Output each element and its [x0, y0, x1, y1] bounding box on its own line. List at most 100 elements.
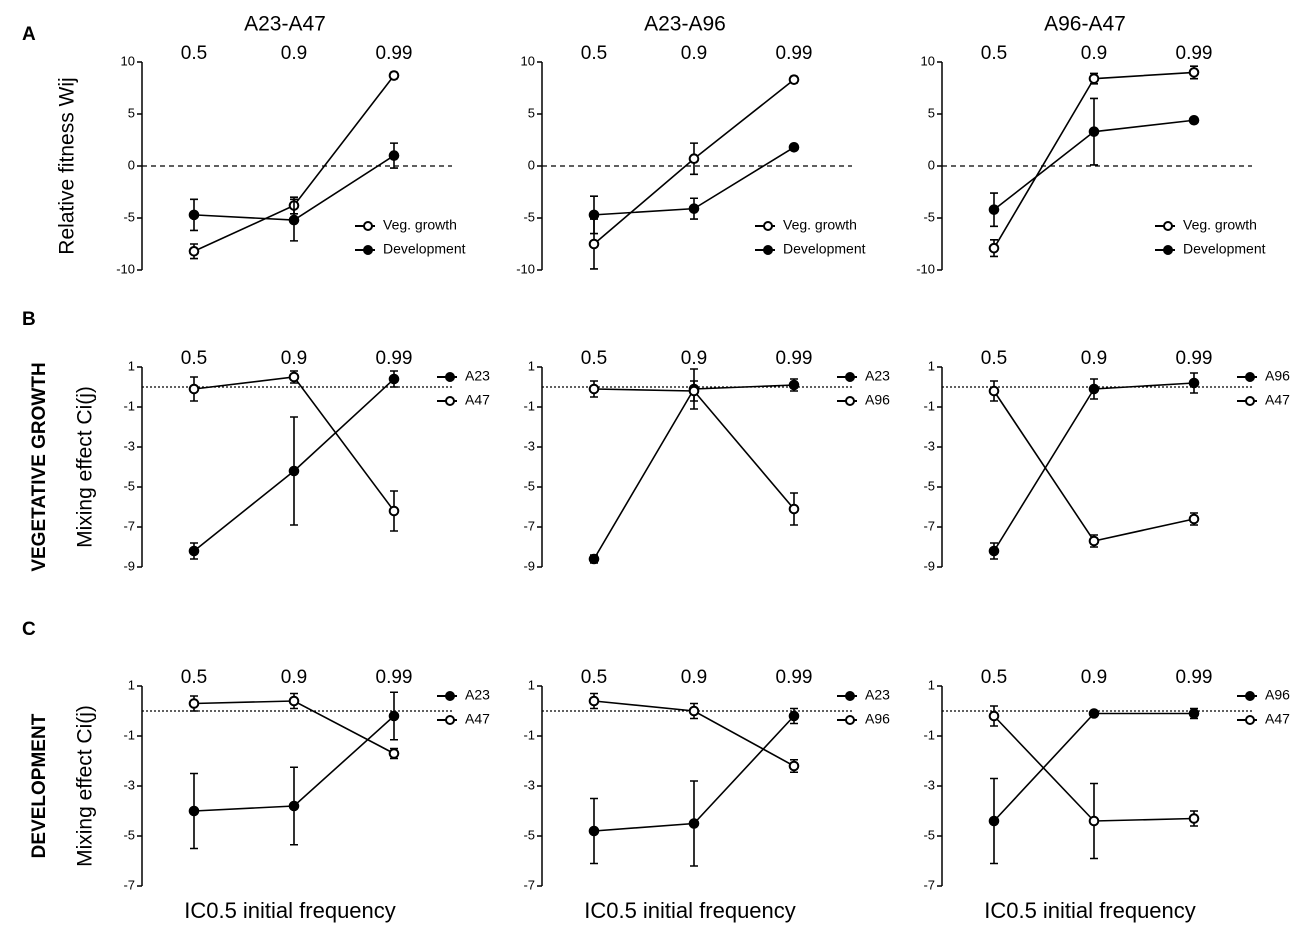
data-point: [188, 545, 200, 557]
x-tick-label: 0.5: [181, 348, 207, 369]
y-tick-label: -7: [123, 518, 135, 533]
y-tick-label: -9: [923, 558, 935, 573]
data-point: [388, 505, 400, 517]
y-tick-label: -3: [123, 438, 135, 453]
legend-marker: [363, 245, 373, 255]
data-point: [188, 209, 200, 221]
row-section-label: DEVELOPMENT: [29, 713, 50, 858]
legend-label: Veg. growth: [1183, 217, 1257, 233]
data-point: [688, 203, 700, 214]
data-point: [188, 383, 200, 395]
y-tick-label: -9: [523, 558, 535, 573]
x-tick-label: 0.5: [581, 43, 607, 64]
legend-marker: [1245, 396, 1255, 406]
y-tick-label: 10: [121, 53, 135, 68]
y-axis-label: Mixing effect Ci(j): [74, 705, 97, 867]
data-point: [788, 710, 800, 722]
y-tick-label: 0: [128, 157, 135, 172]
legend-label: A23: [465, 687, 490, 703]
data-point: [588, 238, 600, 250]
data-point: [788, 503, 800, 515]
y-tick-label: 5: [928, 105, 935, 120]
data-point: [1188, 513, 1200, 525]
legend-marker: [363, 221, 373, 231]
x-tick-label: 0.5: [181, 43, 207, 64]
y-tick-label: -5: [523, 827, 535, 842]
chart-title: A23-A47: [244, 13, 326, 36]
x-tick-label: 0.99: [376, 667, 413, 688]
y-tick-label: -5: [923, 827, 935, 842]
y-tick-label: -1: [923, 398, 935, 413]
legend-label: A23: [465, 368, 490, 384]
y-tick-label: 1: [928, 358, 935, 373]
y-tick-label: 1: [528, 677, 535, 692]
y-tick-label: -5: [523, 209, 535, 224]
data-point: [988, 385, 1000, 397]
x-tick-label: 0.9: [281, 667, 307, 688]
legend-marker: [445, 372, 455, 382]
data-point: [288, 465, 300, 477]
y-tick-label: -5: [123, 827, 135, 842]
x-tick-label: 0.99: [376, 43, 413, 64]
data-point: [288, 214, 300, 226]
y-tick-label: 1: [128, 358, 135, 373]
y-tick-label: -1: [523, 398, 535, 413]
y-tick-label: -1: [523, 727, 535, 742]
x-tick-label: 0.5: [981, 667, 1007, 688]
legend-label: A96: [1265, 687, 1290, 703]
data-point: [388, 70, 400, 81]
data-point: [788, 760, 800, 772]
legend-label: Development: [383, 241, 466, 257]
legend-marker: [763, 245, 773, 255]
data-point: [1088, 126, 1100, 137]
row-section-label: VEGETATIVE GROWTH: [29, 362, 50, 571]
legend-marker: [1245, 372, 1255, 382]
chart-title: A23-A96: [644, 13, 726, 36]
x-tick-label: 0.99: [776, 43, 813, 64]
x-tick-label: 0.5: [581, 667, 607, 688]
data-point: [288, 800, 300, 812]
data-point: [988, 242, 1000, 254]
legend-label: Veg. growth: [383, 217, 457, 233]
data-point: [1088, 708, 1100, 719]
y-tick-label: 10: [521, 53, 535, 68]
data-point: [588, 553, 600, 565]
data-point: [388, 150, 400, 161]
y-tick-label: 10: [921, 53, 935, 68]
data-point: [188, 245, 200, 257]
data-point: [388, 373, 400, 385]
legend-marker: [445, 691, 455, 701]
y-tick-label: 0: [528, 157, 535, 172]
legend-label: A47: [465, 711, 490, 727]
x-tick-label: 0.9: [1081, 667, 1107, 688]
y-tick-label: -5: [123, 209, 135, 224]
x-tick-label: 0.5: [981, 43, 1007, 64]
data-point: [1188, 813, 1200, 824]
x-tick-label: 0.99: [1176, 43, 1213, 64]
y-tick-label: -7: [923, 877, 935, 892]
legend-label: A47: [1265, 711, 1290, 727]
y-axis-label: Mixing effect Ci(j): [74, 386, 97, 548]
series-line: [593, 384, 795, 560]
data-point: [788, 379, 800, 391]
x-tick-label: 0.99: [1176, 348, 1213, 369]
y-tick-label: -3: [123, 777, 135, 792]
x-tick-label: 0.99: [376, 348, 413, 369]
y-tick-label: -1: [123, 727, 135, 742]
y-tick-label: -5: [923, 478, 935, 493]
legend-marker: [845, 715, 855, 725]
legend-marker: [763, 221, 773, 231]
legend-label: A47: [465, 392, 490, 408]
data-point: [1188, 708, 1200, 719]
data-point: [188, 805, 200, 817]
legend-label: A23: [865, 687, 890, 703]
y-tick-label: -3: [523, 777, 535, 792]
panel-letter: B: [22, 309, 36, 330]
x-tick-label: 0.9: [681, 43, 707, 64]
y-tick-label: -7: [923, 518, 935, 533]
y-tick-label: -5: [923, 209, 935, 224]
data-point: [788, 141, 800, 153]
x-tick-label: 0.9: [281, 348, 307, 369]
legend-marker: [445, 715, 455, 725]
